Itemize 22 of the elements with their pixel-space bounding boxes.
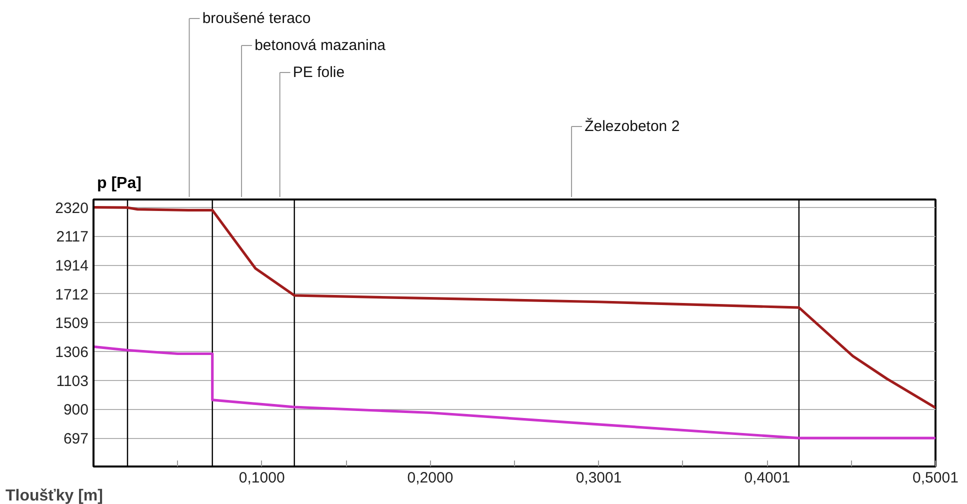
line-series [94,206,936,410]
y-tick-label: 2320 [55,200,89,217]
y-tick-label: 697 [63,430,89,448]
text: PE folie [292,64,345,81]
y-tick-label: 1914 [55,258,89,275]
x-tick-label: 0,1000 [238,470,285,486]
x-tick-label: 0,2000 [407,470,454,486]
text: Železobeton 2 [584,117,680,135]
x-tick-label: 0,3001 [576,470,622,486]
x-tick-label: 0,4001 [744,470,790,486]
y-tick-label: 2117 [56,228,89,246]
line-series [94,345,936,440]
y-tick-label: 1509 [55,315,89,332]
y-tick-label: 900 [63,402,89,419]
y-axis-title: p [Pa] [96,175,142,192]
x-tick-label: 0,5001 [912,470,958,486]
text: betonová mazanina [254,37,386,54]
x-axis-title: Tloušťky [m] [6,488,103,504]
text: broušené teraco [202,10,311,27]
y-tick-label: 1306 [55,344,89,361]
y-tick-label: 1712 [55,286,89,304]
y-tick-label: 1103 [56,372,89,390]
